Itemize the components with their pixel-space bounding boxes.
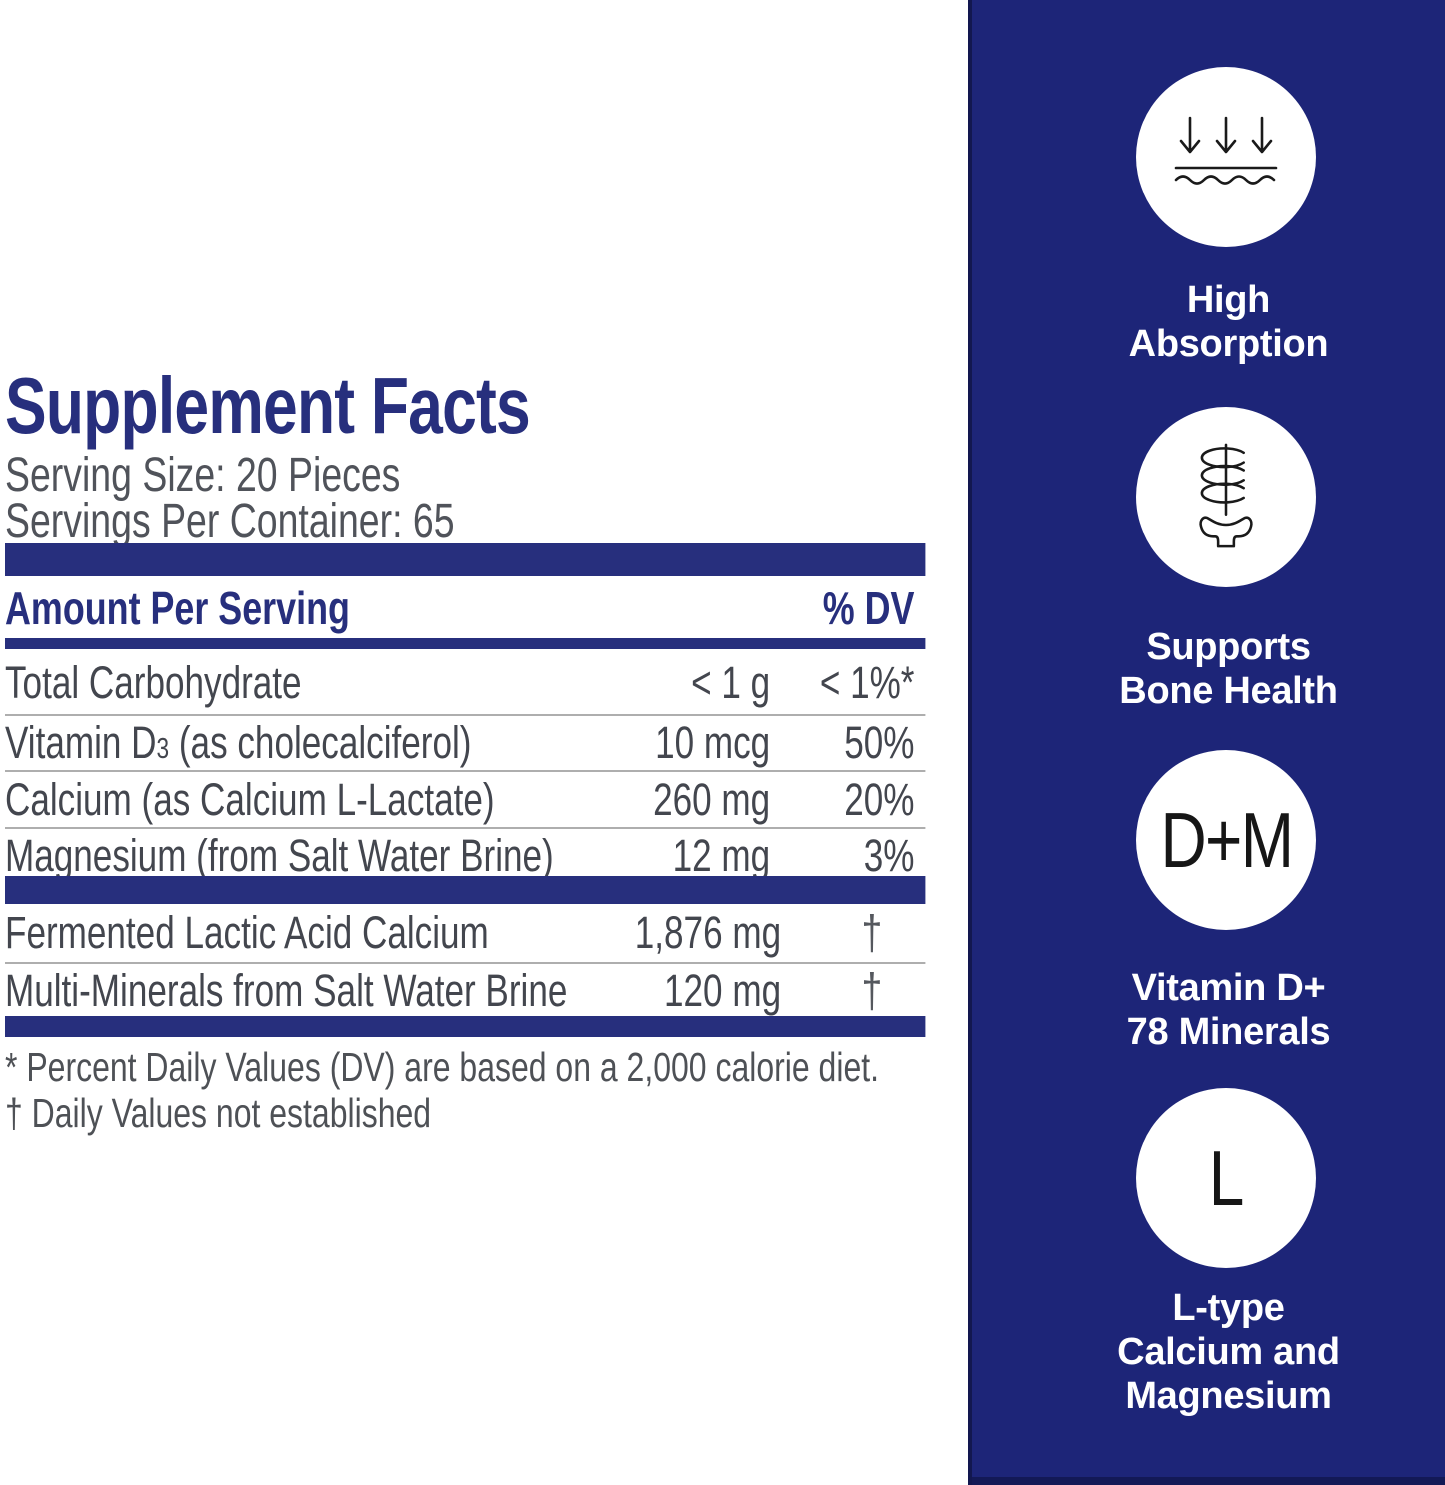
nutrient-name: Magnesium (from Salt Water Brine) (5, 829, 554, 881)
nutrient-amount: 12 mg (672, 829, 771, 881)
benefits-panel: High Absorption Supports Bone Health D+M… (968, 0, 1445, 1485)
absorption-arrows-icon (1174, 116, 1278, 185)
table-row: Vitamin D3 (as cholecalciferol) 10 mcg 5… (5, 716, 926, 772)
supplement-facts-label: Supplement Facts Serving Size: 20 Pieces… (5, 0, 926, 1485)
benefit-label: Supports Bone Health (972, 625, 1445, 713)
table-row: Multi-Minerals from Salt Water Brine 120… (5, 964, 925, 1018)
page-title: Supplement Facts (5, 361, 531, 450)
d-plus-m-monogram: D+M (1160, 796, 1294, 884)
benefit-icon-circle: D+M (1136, 750, 1316, 930)
benefit-label-line: Absorption (1128, 323, 1329, 365)
nutrient-amount: 1,876 mg (634, 907, 782, 958)
spine-icon (1199, 443, 1253, 548)
servings-per-container-line: Servings Per Container: 65 (5, 495, 455, 548)
table-row: Magnesium (from Salt Water Brine) 12 mg … (5, 829, 925, 882)
nutrient-name: Total Carbohydrate (5, 657, 302, 708)
nutrient-dv: < 1%* (819, 657, 915, 708)
footnote-percent-dv: * Percent Daily Values (DV) are based on… (5, 1044, 880, 1090)
nutrient-dv-dagger: † (861, 964, 883, 1018)
benefit-label: L-type Calcium and Magnesium (972, 1286, 1445, 1418)
table-header-row: Amount Per Serving % DV (5, 582, 925, 634)
benefit-icon-circle (1136, 407, 1316, 587)
nutrient-name: Fermented Lactic Acid Calcium (5, 907, 489, 958)
benefit-icon-circle: L (1136, 1088, 1316, 1268)
nutrient-name-text: (as cholecalciferol) (169, 717, 472, 768)
benefit-label-line: Supports (1146, 626, 1311, 668)
nutrient-amount: < 1 g (691, 657, 771, 708)
nutrient-rows-primary: Total Carbohydrate < 1 g < 1%* Vitamin D… (5, 652, 926, 882)
nutrient-name-subscript: 3 (156, 733, 170, 765)
nutrient-amount: 120 mg (664, 965, 782, 1016)
benefit-label: High Absorption (972, 278, 1445, 366)
nutrient-dv: 20% (844, 773, 915, 825)
panel-bottom-edge (972, 1477, 1445, 1485)
divider-bar-top (5, 543, 926, 576)
benefit-label-line: Bone Health (1119, 670, 1338, 712)
benefit-icon-circle (1136, 67, 1316, 247)
nutrient-amount: 260 mg (653, 773, 771, 825)
divider-bar-middle (5, 876, 926, 904)
nutrient-dv-dagger: † (861, 906, 883, 960)
nutrient-rows-secondary: Fermented Lactic Acid Calcium 1,876 mg †… (5, 904, 926, 1018)
nutrient-dv: 3% (863, 829, 915, 881)
serving-size-line: Serving Size: 20 Pieces (5, 449, 401, 502)
percent-dv-header: % DV (822, 582, 915, 634)
nutrient-amount: 10 mcg (655, 717, 771, 768)
benefit-label: Vitamin D+ 78 Minerals (972, 966, 1445, 1054)
benefit-label-line: 78 Minerals (1126, 1011, 1331, 1053)
benefit-label-line: Calcium and (1117, 1331, 1340, 1373)
benefit-label-line: High (1186, 279, 1271, 321)
amount-per-serving-header: Amount Per Serving (5, 582, 350, 634)
l-monogram: L (1209, 1134, 1245, 1222)
benefit-label-line: Vitamin D+ (1131, 967, 1326, 1009)
table-row: Calcium (as Calcium L-Lactate) 260 mg 20… (5, 772, 926, 829)
nutrient-name: Vitamin D3 (as cholecalciferol) (5, 717, 622, 769)
benefit-label-line: Magnesium (1125, 1375, 1332, 1417)
nutrient-name-text: Vitamin D (5, 717, 157, 768)
divider-bar-thin (5, 638, 926, 649)
table-row: Fermented Lactic Acid Calcium 1,876 mg † (5, 904, 926, 964)
footnote-dagger: † Daily Values not established (5, 1090, 432, 1136)
divider-bar-bottom (5, 1016, 926, 1037)
nutrient-dv: 50% (844, 717, 915, 768)
benefit-label-line: L-type (1172, 1287, 1285, 1329)
nutrient-name: Calcium (as Calcium L-Lactate) (5, 773, 495, 825)
table-row: Total Carbohydrate < 1 g < 1%* (5, 652, 926, 716)
nutrient-name: Multi-Minerals from Salt Water Brine (5, 965, 568, 1016)
